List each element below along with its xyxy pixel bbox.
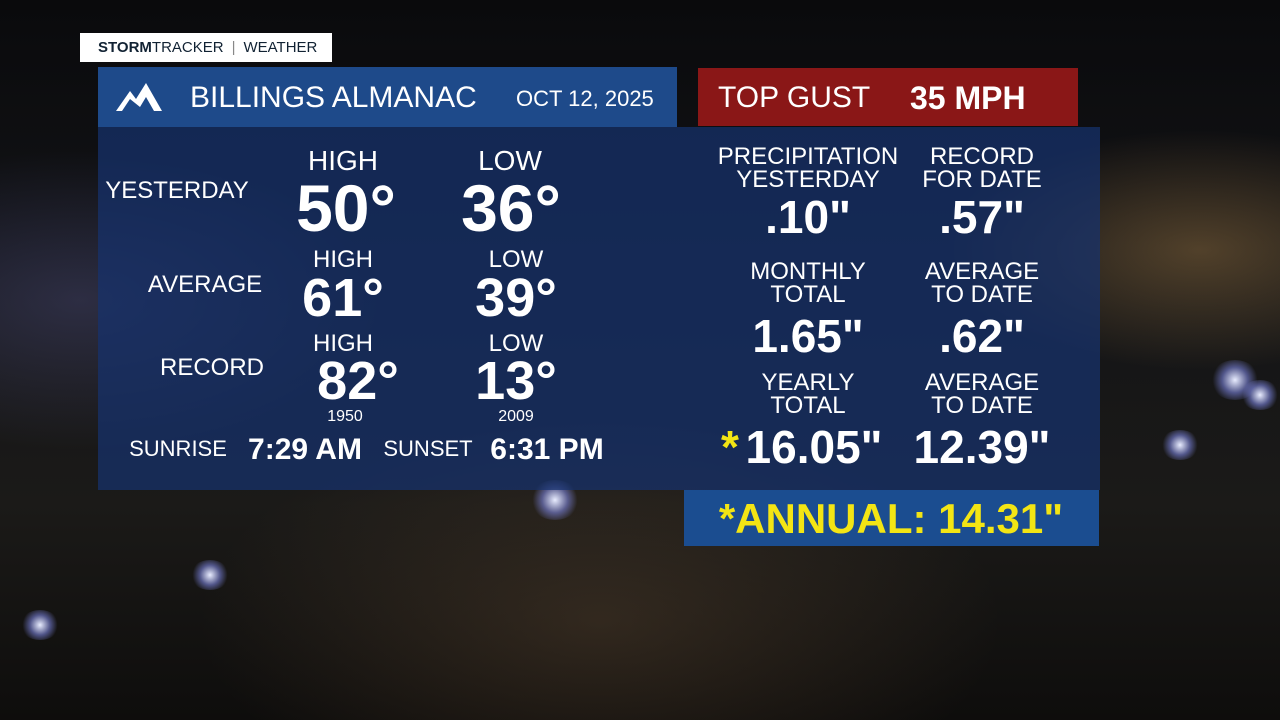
precip-label: AVERAGE xyxy=(924,258,1040,285)
brand-strong: STORM xyxy=(98,39,152,56)
high-value: 50° xyxy=(296,171,396,245)
divider: | xyxy=(231,39,236,56)
annual-bar: *ANNUAL: 14.31" xyxy=(684,490,1099,546)
precip-label: FOR DATE xyxy=(922,166,1042,193)
low-year: 2009 xyxy=(498,408,534,425)
precip-label: TO DATE xyxy=(931,281,1033,308)
low-label: LOW xyxy=(488,330,544,357)
precip-label: PRECIPITATION xyxy=(717,143,899,170)
precip-value: 12.39" xyxy=(913,421,1051,473)
high-label: HIGH xyxy=(313,330,373,357)
high-value: 61° xyxy=(302,268,384,328)
precipitation-panel xyxy=(677,127,1100,490)
low-label: LOW xyxy=(488,246,544,273)
city-light xyxy=(1160,430,1200,460)
precip-value: .62" xyxy=(939,310,1025,362)
city-light xyxy=(1240,380,1280,410)
precip-label: YEARLY xyxy=(761,369,855,396)
annual-value: *ANNUAL: 14.31" xyxy=(718,495,1064,542)
gust-label: TOP GUST xyxy=(718,81,871,114)
low-value: 36° xyxy=(461,171,561,245)
gust-bar: TOP GUST 35 MPH xyxy=(698,68,1078,126)
row-label: RECORD xyxy=(159,354,265,381)
precip-label: YESTERDAY xyxy=(736,166,880,193)
low-label: LOW xyxy=(478,145,542,176)
precip-value: 16.05" xyxy=(745,421,883,473)
precip-label: RECORD xyxy=(929,143,1035,170)
temperature-panel xyxy=(98,127,677,490)
precip-label: AVERAGE xyxy=(924,369,1040,396)
sunrise-value: 7:29 AM xyxy=(248,433,362,466)
high-label: HIGH xyxy=(313,246,373,273)
high-year: 1950 xyxy=(327,408,363,425)
brand-section: WEATHER xyxy=(243,39,318,56)
city-light xyxy=(20,610,60,640)
precip-value: 1.65" xyxy=(752,310,864,362)
city-light xyxy=(190,560,230,590)
gust-value: 35 MPH xyxy=(910,80,1026,116)
brand-tag: STORM TRACKER | WEATHER xyxy=(80,33,332,62)
precip-label: MONTHLY xyxy=(750,258,866,285)
low-value: 39° xyxy=(475,268,557,328)
header-title: BILLINGS ALMANAC xyxy=(190,81,477,114)
precip-value: .57" xyxy=(939,191,1025,243)
sunset-label: SUNSET xyxy=(383,436,473,461)
precip-value: .10" xyxy=(765,191,851,243)
header-bar: BILLINGS ALMANAC OCT 12, 2025 xyxy=(98,67,677,127)
brand-light: TRACKER xyxy=(151,39,224,56)
header-date: OCT 12, 2025 xyxy=(516,86,654,111)
precip-marker: * xyxy=(721,421,739,473)
mountain-icon xyxy=(116,83,162,111)
high-value: 82° xyxy=(317,351,399,411)
precip-label: TOTAL xyxy=(770,392,846,419)
high-label: HIGH xyxy=(308,145,378,176)
precip-label: TOTAL xyxy=(770,281,846,308)
sunrise-label: SUNRISE xyxy=(129,436,227,461)
low-value: 13° xyxy=(475,351,557,411)
sunset-value: 6:31 PM xyxy=(490,433,604,466)
row-label: YESTERDAY xyxy=(105,177,249,204)
precip-label: TO DATE xyxy=(931,392,1033,419)
row-label: AVERAGE xyxy=(147,271,263,298)
